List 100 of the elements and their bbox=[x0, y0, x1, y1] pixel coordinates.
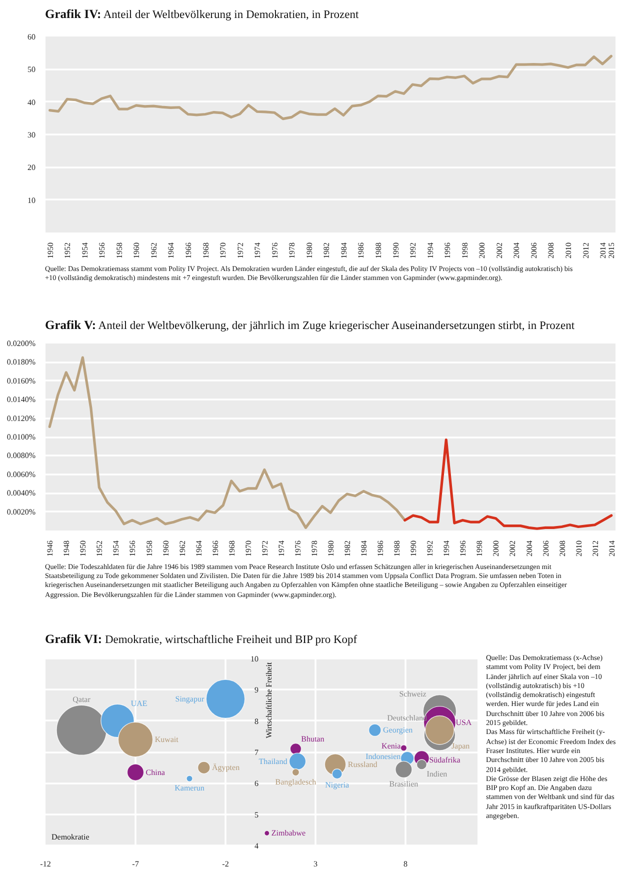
x-tick-label: 1958 bbox=[114, 242, 124, 258]
x-tick-label: 1986 bbox=[356, 242, 366, 258]
x-tick-label: 2008 bbox=[546, 242, 556, 258]
y-tick-label: 0.0040% bbox=[6, 488, 36, 498]
x-tick-label: -7 bbox=[132, 860, 139, 868]
series-label: Kenia bbox=[382, 741, 402, 750]
x-tick-label: 8 bbox=[404, 860, 408, 868]
x-tick-label: 2014 bbox=[598, 242, 608, 258]
x-tick-label: 1956 bbox=[128, 540, 138, 556]
x-tick-label: 1974 bbox=[276, 540, 286, 556]
series-label: Ägypten bbox=[212, 763, 240, 772]
x-tick-label: 1996 bbox=[443, 242, 452, 258]
x-tick-label: 2010 bbox=[564, 242, 573, 258]
series-label: Thailand bbox=[258, 756, 288, 766]
series-label: China bbox=[146, 768, 166, 777]
y-tick-label: 10 bbox=[250, 654, 258, 664]
x-tick-label: 1980 bbox=[304, 242, 314, 258]
x-tick-label: 1976 bbox=[270, 242, 280, 258]
x-tick-label: 1996 bbox=[458, 540, 468, 556]
y-tick-label: 4 bbox=[254, 842, 258, 851]
y-tick-label: 8 bbox=[254, 716, 258, 726]
x-tick-label: 1992 bbox=[426, 540, 435, 556]
x-tick-label: 1980 bbox=[326, 540, 336, 556]
x-tick-label: 1958 bbox=[144, 540, 154, 556]
series-label: Georgien bbox=[383, 726, 413, 735]
x-tick-label: 1990 bbox=[409, 540, 418, 556]
x-tick-label: 2006 bbox=[541, 540, 550, 556]
x-tick-label: 1982 bbox=[322, 242, 332, 258]
x-tick-label: 1978 bbox=[310, 540, 319, 556]
x-tick-label: 1966 bbox=[210, 540, 220, 556]
x-tick-label: 1984 bbox=[360, 540, 369, 556]
series-label: Russland bbox=[348, 760, 378, 769]
x-tick-label: 1994 bbox=[442, 540, 452, 556]
y-tick-label: 0.0200% bbox=[6, 339, 36, 348]
y-tick-label: 40 bbox=[28, 98, 36, 107]
y-tick-label: 7 bbox=[254, 748, 258, 757]
x-tick-label: -2 bbox=[222, 860, 229, 868]
y-tick-label: 0.0020% bbox=[6, 507, 36, 516]
y-tick-label: 0.0120% bbox=[6, 414, 36, 423]
x-tick-label: 1972 bbox=[236, 242, 245, 258]
series-label: Indonesien bbox=[366, 752, 401, 761]
y-tick-label: 60 bbox=[28, 32, 36, 42]
y-tick-label: 0.0160% bbox=[6, 376, 36, 386]
chart-title: Grafik VI: Demokratie, wirtschaftliche Freiheit und BIP pro Kopf bbox=[45, 632, 358, 648]
x-axis-title: Demokratie bbox=[52, 832, 90, 842]
x-tick-label: 1962 bbox=[178, 540, 187, 556]
x-tick-label: 3 bbox=[314, 860, 318, 868]
chart-title: Grafik V: Anteil der Weltbevölkerung, der jährlich im Zuge kriegerischer Auseinandersetzungen stirbt, in Prozent bbox=[45, 318, 575, 334]
y-tick-label: 9 bbox=[254, 686, 258, 695]
x-tick-label: 1998 bbox=[460, 242, 470, 258]
x-tick-label: 1978 bbox=[288, 242, 297, 258]
chart-title: Grafik IV: Anteil der Weltbevölkerung in Demokratien, in Prozent bbox=[45, 7, 359, 23]
y-tick-label: 50 bbox=[28, 65, 36, 74]
series-label: Nigeria bbox=[325, 780, 350, 790]
series-label: Südafrika bbox=[429, 756, 461, 765]
series-label: Kamerun bbox=[174, 783, 204, 792]
x-tick-label: 2004 bbox=[524, 540, 534, 556]
y-tick-label: 0.0100% bbox=[6, 432, 36, 442]
x-tick-label: 2004 bbox=[512, 242, 522, 258]
x-tick-label: 1948 bbox=[62, 540, 72, 556]
x-tick-label: 1966 bbox=[184, 242, 193, 258]
y-tick-label: 5 bbox=[254, 810, 258, 820]
x-tick-label: 1968 bbox=[201, 242, 210, 258]
x-tick-label: 1960 bbox=[132, 242, 142, 258]
x-tick-label: 1992 bbox=[408, 242, 418, 258]
x-tick-label: 2010 bbox=[574, 540, 584, 556]
x-tick-label: 1946 bbox=[46, 540, 55, 556]
x-tick-label: 1970 bbox=[218, 242, 228, 258]
x-tick-label: 2014 bbox=[607, 540, 616, 556]
x-tick-label: 1986 bbox=[376, 540, 386, 556]
y-tick-label: 0.0080% bbox=[6, 451, 36, 460]
series-label: USA bbox=[456, 718, 472, 727]
x-tick-label: 1964 bbox=[166, 242, 176, 258]
x-tick-label: 2000 bbox=[478, 242, 487, 258]
series-label: Schweiz bbox=[399, 689, 427, 698]
x-tick-label: 1952 bbox=[63, 242, 72, 258]
x-tick-label: 1964 bbox=[194, 540, 204, 556]
x-tick-label: 2015 bbox=[607, 242, 616, 258]
y-tick-label: 30 bbox=[28, 130, 36, 140]
x-tick-label: 2000 bbox=[492, 540, 501, 556]
x-tick-label: 1954 bbox=[80, 242, 90, 258]
x-tick-label: 1994 bbox=[426, 242, 435, 258]
x-tick-label: 1974 bbox=[253, 242, 262, 258]
x-tick-label: 1998 bbox=[475, 540, 484, 556]
x-tick-label: 1952 bbox=[95, 540, 104, 556]
line-series bbox=[48, 54, 612, 120]
x-tick-label: 2012 bbox=[581, 242, 590, 258]
x-tick-label: 2002 bbox=[508, 540, 518, 556]
x-tick-label: 1984 bbox=[339, 242, 348, 258]
x-tick-label: 1982 bbox=[343, 540, 352, 556]
x-tick-label: 1988 bbox=[392, 540, 402, 556]
series-label: Singapur bbox=[175, 694, 204, 704]
series-label: Kuwait bbox=[154, 735, 180, 744]
series-label: UAE bbox=[130, 698, 148, 708]
series-label: Qatar bbox=[72, 694, 91, 704]
x-tick-label: 1970 bbox=[244, 540, 253, 556]
x-tick-label: 1990 bbox=[391, 242, 400, 258]
x-tick-label: 2008 bbox=[558, 540, 567, 556]
series-label: Bangladesch bbox=[275, 778, 316, 787]
x-tick-label: 1988 bbox=[374, 242, 383, 258]
